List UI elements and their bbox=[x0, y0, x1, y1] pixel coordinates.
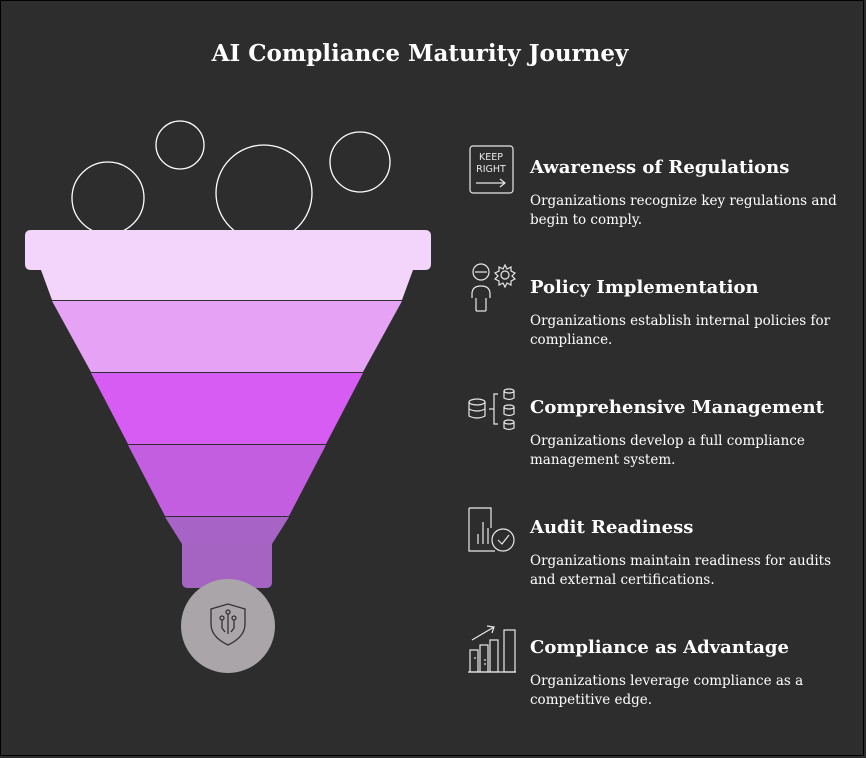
keep-right-sign-icon: KEEP RIGHT bbox=[469, 145, 514, 194]
stage-heading: Compliance as Advantage bbox=[530, 637, 789, 658]
growth-chart-icon bbox=[468, 625, 516, 673]
shield-circuit-icon bbox=[210, 603, 246, 646]
stage-heading: Policy Implementation bbox=[530, 277, 759, 298]
bubble-1 bbox=[71, 161, 145, 235]
bubble-4 bbox=[329, 131, 391, 193]
funnel-spout bbox=[182, 543, 272, 588]
funnel-layer-5 bbox=[165, 517, 289, 544]
stage-heading: Awareness of Regulations bbox=[530, 157, 790, 178]
right-text: RIGHT bbox=[476, 164, 506, 175]
document-check-icon bbox=[468, 507, 515, 552]
funnel-layer-2 bbox=[52, 301, 402, 372]
stage-heading: Comprehensive Management bbox=[530, 397, 824, 418]
stage-description: Organizations maintain readiness for aud… bbox=[530, 553, 832, 588]
stage-heading: Audit Readiness bbox=[530, 517, 694, 538]
keep-text: KEEP bbox=[479, 152, 503, 163]
page-title: AI Compliance Maturity Journey bbox=[211, 40, 629, 67]
funnel-layer-3 bbox=[91, 373, 363, 444]
stage-description: Organizations develop a full compliance … bbox=[530, 433, 805, 468]
stage-description: Organizations establish internal policie… bbox=[530, 313, 831, 348]
stage-description: Organizations leverage compliance as a c… bbox=[530, 673, 804, 708]
bubble-3 bbox=[215, 144, 313, 242]
person-gear-icon bbox=[471, 263, 517, 312]
stage-description: Organizations recognize key regulations … bbox=[530, 193, 837, 228]
database-network-icon bbox=[468, 388, 515, 431]
funnel-layer-1 bbox=[25, 230, 431, 300]
funnel-layer-4 bbox=[128, 445, 326, 516]
bubble-2 bbox=[155, 120, 205, 170]
